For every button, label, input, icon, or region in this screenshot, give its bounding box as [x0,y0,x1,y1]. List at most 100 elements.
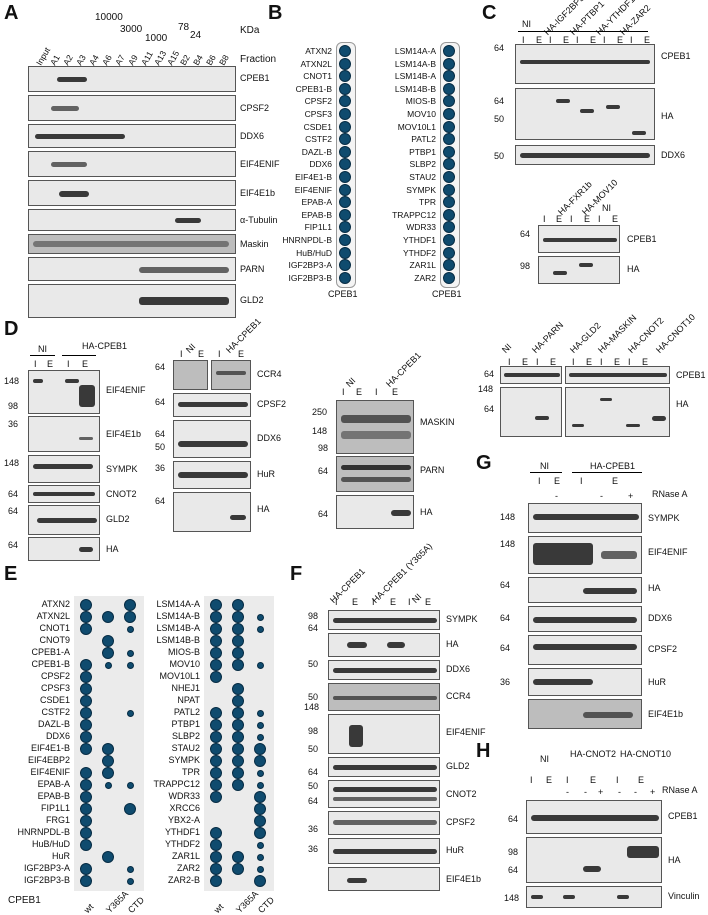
ie-label: E [238,349,245,359]
blot-cpeb1 [28,66,236,92]
blot-f-gld2 [328,757,440,777]
score-dot [210,659,222,671]
presence-dot [339,108,351,120]
score-dot [210,671,222,683]
protein-label: EIF4EBP2 [27,755,70,765]
presence-dot [339,133,351,146]
protein-label: EPAB-A [37,779,70,789]
protein-label: CSTF2 [305,134,332,145]
score-dot [256,613,264,621]
blot-d-cnot2 [28,485,100,503]
blot-g-eif4enif [528,536,642,574]
score-dot [232,863,244,875]
blot-eif4enif [28,151,236,177]
protein-label: TPR [182,767,200,777]
score-dot [210,623,222,635]
protein-label: PTBP1 [171,719,200,729]
lane-label: Input [34,45,53,67]
mw-label: 3000 [120,24,143,35]
row-label: CCR4 [257,369,282,379]
score-dot [210,743,222,755]
score-dot [254,791,266,803]
blot-c-ha [515,88,655,140]
blot-c-bot-ha-b [565,387,670,437]
row-label: CNOT2 [446,789,477,799]
lane-label: B4 [191,52,205,67]
row-label: GLD2 [106,514,130,524]
protein-label: PATL2 [411,134,436,145]
mw-marker: 50 [155,442,166,452]
lane-label: NI [602,203,611,213]
score-dot [210,707,222,719]
ie-label: E [586,357,593,367]
score-dot [232,611,244,623]
row-label: EIF4ENIF [648,547,688,557]
blot-d-maskin [336,400,414,454]
score-dot [254,743,266,755]
score-dot [256,769,264,777]
score-dot [256,733,264,741]
protein-label: SLBP2 [409,159,436,170]
lane-label: NI [540,461,549,471]
protein-label: MOV10 [169,659,200,669]
mw-marker: 50 [494,151,505,161]
row-label: DDX6 [240,131,265,141]
ie-label: I [549,35,552,45]
protein-label: ZAR1L [171,851,200,861]
score-dot [80,611,92,623]
lane-label: NI [522,19,531,29]
ie-label: E [392,387,399,397]
mw-marker: 250 [312,407,328,417]
protein-label: EPAB-B [37,791,70,801]
blot-eif4e1b [28,180,236,206]
ie-label: E [554,476,561,486]
ie-label: E [617,35,624,45]
protein-label: FIP1L1 [40,803,70,813]
mw-marker: 148 [478,384,494,394]
protein-label: WDR33 [168,791,200,801]
mw-marker: 98 [520,261,531,271]
ie-label: E [356,387,363,397]
presence-dot [443,145,455,158]
mw-marker: 148 [500,539,516,549]
score-dot [256,709,264,717]
ie-label: E [546,775,553,785]
row-label: HuR [446,845,465,855]
blot-d-parn [336,456,414,492]
panel-label-b: B [268,2,283,24]
score-dot [210,839,222,851]
presence-dot [339,171,351,183]
presence-dot [339,246,351,259]
lane-label: HA-CPEB1 [82,341,128,351]
row-label: CCR4 [446,691,471,701]
ie-label: I [67,359,70,369]
score-dot [210,863,222,875]
mw-marker: 64 [500,643,511,653]
protein-label: CPEB1-B [31,659,70,669]
mw-marker: 64 [155,397,166,407]
row-label: EIF4ENIF [240,159,280,169]
protein-label: IGF2BP3-A [288,260,332,271]
mw-marker: 36 [308,824,319,834]
blot-d-ha2 [173,492,251,532]
ie-label: E [584,214,591,224]
score-dot [210,851,222,863]
protein-label: LSM14A-B [156,611,200,621]
protein-label: HNRNPDL-B [17,827,70,837]
row-label: EIF4E1b [106,429,142,439]
presence-dot [443,234,455,246]
mw-marker: 64 [308,623,319,633]
row-label: DDX6 [257,433,282,443]
score-dot [210,791,222,803]
lane-label: B6 [204,52,218,67]
score-dot [232,683,244,695]
score-dot [102,647,114,659]
row-label: CPEB1 [240,73,270,83]
ie-label: I [342,387,345,397]
score-dot [126,865,134,873]
score-dot [80,875,92,887]
presence-dot [443,95,455,108]
blot-d-sympk [28,455,100,483]
presence-dot [443,259,455,272]
mw-marker: 148 [304,702,320,712]
